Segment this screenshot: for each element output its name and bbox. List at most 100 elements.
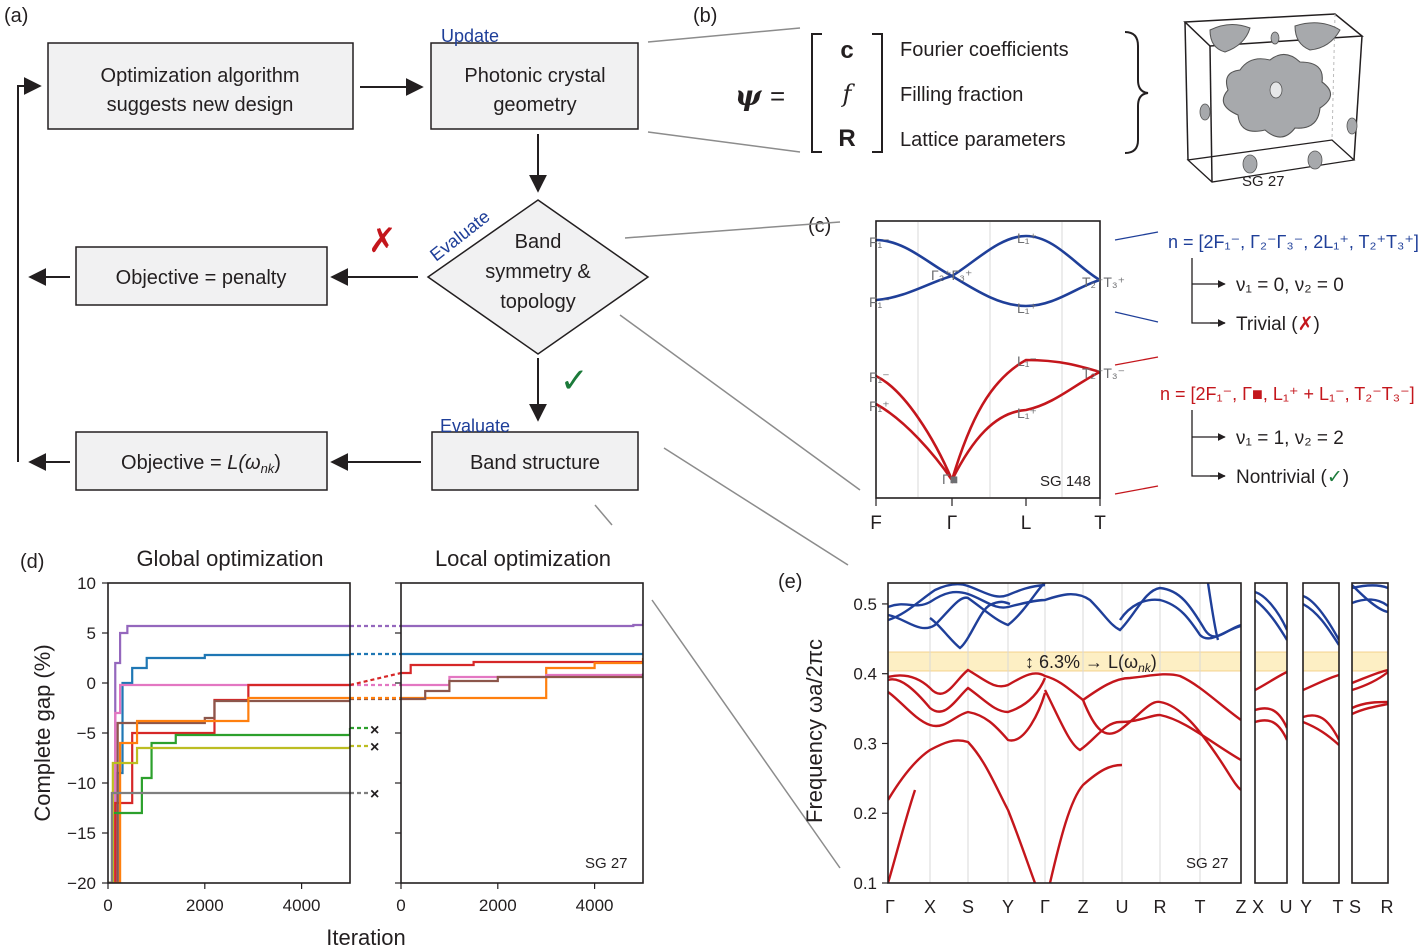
geometry-line-2: geometry bbox=[493, 94, 576, 116]
e-xtick-label: T bbox=[1195, 897, 1206, 917]
irrep-L1p-bottom: L₁⁺ bbox=[1017, 300, 1037, 316]
update-tag: Update bbox=[441, 26, 499, 46]
e-xtick-label: Z bbox=[1236, 897, 1247, 917]
e-xtick-label-sub: Y bbox=[1300, 897, 1312, 917]
d-global-series-line bbox=[108, 791, 350, 883]
d-title-global: Global optimization bbox=[136, 546, 323, 571]
irrep-L1m: L₁⁻ bbox=[1017, 353, 1037, 369]
c-blue-band-1 bbox=[876, 234, 1101, 282]
d-xlabel: Iteration bbox=[326, 925, 406, 949]
d-local-series-line bbox=[401, 658, 643, 700]
e-xtick-label: Γ bbox=[1040, 897, 1050, 917]
blue-nu: ν₁ = 0, ν₂ = 0 bbox=[1236, 275, 1344, 296]
d-global-series-line bbox=[108, 624, 350, 883]
d-ytick-label: 5 bbox=[87, 624, 96, 643]
d-ytick-label: −15 bbox=[67, 824, 96, 843]
vector-c: c bbox=[840, 37, 853, 64]
e-xtick-label-sub: S bbox=[1349, 897, 1361, 917]
irrep-T23m: T₂⁻T₃⁻ bbox=[1082, 365, 1125, 381]
red-n-vector: n = [2F₁⁻, Γ■, L₁⁺ + L₁⁻, T₂⁻T₃⁻] bbox=[1160, 384, 1415, 404]
suggest-line-2: suggests new design bbox=[107, 94, 294, 116]
d-local-series-line bbox=[401, 673, 643, 687]
e-main-bands bbox=[888, 583, 1241, 883]
e-frame-SR bbox=[1351, 582, 1389, 884]
band-line-3: topology bbox=[500, 291, 576, 313]
suggest-design-box bbox=[47, 42, 354, 130]
c-blue-band-2 bbox=[876, 274, 1101, 308]
evaluate-tag-2: Evaluate bbox=[440, 416, 510, 436]
e-frame-YT bbox=[1302, 582, 1340, 884]
d-yticks: 10 5 0 −5 −10 −15 −20 bbox=[67, 574, 401, 893]
objective-box bbox=[75, 431, 328, 491]
unit-cell-illustration bbox=[1183, 13, 1364, 183]
d-xtick-label: 0 bbox=[396, 896, 405, 915]
feedback-loop-arrow bbox=[17, 77, 42, 462]
d-series-local bbox=[401, 620, 643, 701]
blue-result: Trivial (✗) bbox=[1236, 314, 1320, 335]
e-xtick-label-sub: T bbox=[1333, 897, 1344, 917]
d-global-series-line bbox=[108, 653, 350, 883]
c-red-band-2 bbox=[876, 370, 1101, 483]
d-local-frame bbox=[400, 582, 644, 884]
geometry-box bbox=[430, 42, 639, 130]
band-line-2: symmetry & bbox=[485, 261, 591, 283]
irrep-F1m-top: F₁⁻ bbox=[869, 234, 890, 250]
d-ytick-label: 0 bbox=[87, 674, 96, 693]
d-xtick-label: 2000 bbox=[186, 896, 224, 915]
e-xtick-label: Γ bbox=[885, 897, 895, 917]
c-red-band-1 bbox=[876, 358, 1101, 484]
dead-mark-green: × bbox=[370, 722, 379, 739]
irrep-G23p: Γ₂⁺Γ₃⁺ bbox=[931, 267, 972, 283]
dead-mark-olive: × bbox=[370, 739, 379, 756]
d-global-series-line bbox=[108, 699, 350, 883]
e-ytick-label: 0.2 bbox=[853, 804, 877, 823]
suggest-line-1: Optimization algorithm bbox=[101, 65, 300, 87]
penalty-label: Objective = penalty bbox=[116, 267, 287, 289]
curly-brace bbox=[1124, 31, 1149, 154]
d-global-series-line bbox=[108, 683, 350, 883]
e-ytick-label: 0.4 bbox=[853, 665, 877, 684]
blue-n-vector: n = [2F₁⁻, Γ₂⁻Γ₃⁻, 2L₁⁺, T₂⁺T₃⁺] bbox=[1168, 232, 1419, 252]
panel-label-c: (c) bbox=[808, 215, 831, 237]
e-yticks: 0.5 0.4 0.3 0.2 0.1 bbox=[853, 595, 888, 893]
e-xtick-label-sub: R bbox=[1381, 897, 1394, 917]
c-xtick-F: F bbox=[870, 513, 882, 534]
e-frame-XU bbox=[1254, 582, 1288, 884]
d-ytick-label: −5 bbox=[77, 724, 96, 743]
blue-branch bbox=[1191, 258, 1225, 324]
e-xtick-label-sub: X bbox=[1252, 897, 1264, 917]
irrep-L1p-top: L₁⁺ bbox=[1017, 230, 1037, 246]
band-symmetry-diamond bbox=[426, 199, 650, 355]
d-local-series-line bbox=[401, 660, 643, 675]
blue-pointer-bottom bbox=[1114, 311, 1159, 323]
d-sg-label: SG 27 bbox=[585, 855, 628, 872]
d-global-series-line bbox=[108, 728, 350, 883]
e-xtick-label: Y bbox=[1002, 897, 1014, 917]
c-xtick-L: L bbox=[1021, 513, 1032, 534]
geometry-line-1: Photonic crystal bbox=[464, 65, 605, 87]
c-irrep-labels: F₁⁻ F₁⁻ Γ₂⁺Γ₃⁺ L₁⁺ L₁⁺ T₂⁺T₃⁺ F₁⁻ F₁⁺ L₁… bbox=[869, 230, 1125, 487]
irrep-T23p: T₂⁺T₃⁺ bbox=[1082, 274, 1125, 290]
panel-label-d: (d) bbox=[20, 551, 44, 573]
e-ytick-label: 0.5 bbox=[853, 595, 877, 614]
psi-equals: = bbox=[770, 81, 785, 111]
d-title-local: Local optimization bbox=[435, 546, 611, 571]
panel-label-e: (e) bbox=[778, 571, 802, 593]
fourier-desc: Fourier coefficients bbox=[900, 39, 1069, 61]
e-vgrid bbox=[929, 583, 1201, 883]
vector-R: R bbox=[838, 125, 855, 152]
d-xtick-label: 4000 bbox=[283, 896, 321, 915]
band-line-1: Band bbox=[515, 231, 562, 253]
panel-label-a: (a) bbox=[4, 5, 28, 27]
e-gap-label: ↕ 6.3% → L(ωnk) bbox=[1025, 652, 1157, 675]
d-global-frame bbox=[107, 582, 351, 884]
e-xtick-label: S bbox=[962, 897, 974, 917]
connector-structure-top bbox=[663, 447, 849, 566]
right-bracket bbox=[872, 33, 883, 153]
irrep-F1m-red: F₁⁻ bbox=[869, 369, 890, 385]
blue-pointer-top bbox=[1114, 231, 1159, 241]
connector-geometry-bottom bbox=[647, 131, 801, 153]
irrep-F1m-bottom: F₁⁻ bbox=[869, 294, 890, 310]
c-xtick-T: T bbox=[1094, 513, 1106, 534]
